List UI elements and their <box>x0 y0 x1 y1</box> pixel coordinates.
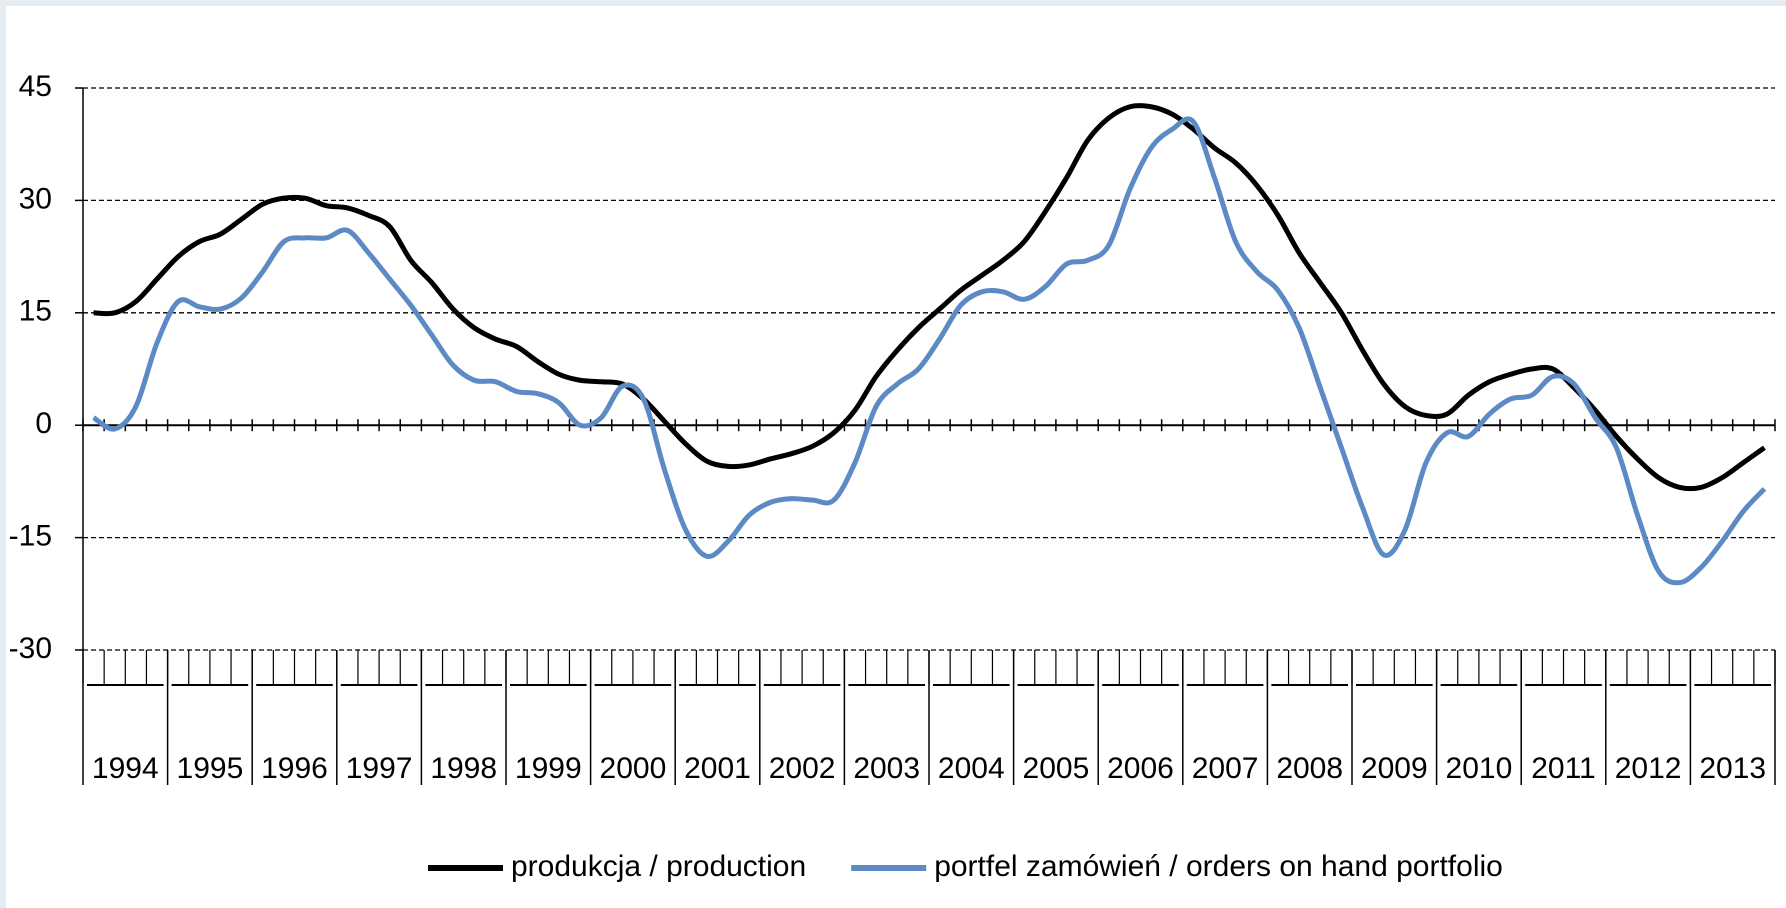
x-group-label: 2006 <box>1107 752 1174 785</box>
x-group-label: 2003 <box>853 752 920 785</box>
y-tick-label: 45 <box>19 70 52 103</box>
x-group-label: 1994 <box>92 752 159 785</box>
x-group-label: 2004 <box>938 752 1005 785</box>
x-group-label: 1997 <box>346 752 413 785</box>
x-group-label: 2009 <box>1361 752 1428 785</box>
x-group-label: 2002 <box>769 752 836 785</box>
series-line <box>92 116 1767 586</box>
legend-label: produkcja / production <box>511 850 806 883</box>
x-group-label: 1995 <box>177 752 244 785</box>
y-tick-label: 0 <box>35 407 52 440</box>
x-group-label: 2001 <box>684 752 751 785</box>
x-group-label: 2011 <box>1531 752 1596 785</box>
x-group-label: 2000 <box>600 752 667 785</box>
x-group-label: 2013 <box>1699 752 1766 785</box>
x-group-label: 2005 <box>1023 752 1090 785</box>
x-group-label: 2007 <box>1192 752 1259 785</box>
x-group-label: 2010 <box>1446 752 1513 785</box>
y-tick-label: 15 <box>19 295 52 328</box>
x-group-label: 2012 <box>1615 752 1682 785</box>
x-group-label: 1996 <box>261 752 328 785</box>
x-group-label: 1998 <box>430 752 497 785</box>
x-group-label: 1999 <box>515 752 582 785</box>
x-group-label: 2008 <box>1276 752 1343 785</box>
y-tick-label: -30 <box>9 632 52 665</box>
series-line <box>93 103 1766 492</box>
legend-label: portfel zamówień / orders on hand portfo… <box>934 850 1503 883</box>
y-tick-label: 30 <box>19 182 52 215</box>
frame <box>6 6 1786 908</box>
y-tick-label: -15 <box>9 520 52 553</box>
